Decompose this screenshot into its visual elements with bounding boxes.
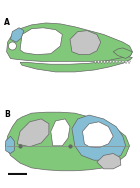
Polygon shape bbox=[116, 61, 118, 64]
Text: B: B bbox=[4, 110, 10, 119]
Polygon shape bbox=[122, 61, 124, 64]
Polygon shape bbox=[20, 57, 132, 72]
Polygon shape bbox=[51, 119, 70, 146]
Polygon shape bbox=[113, 48, 132, 58]
Polygon shape bbox=[7, 23, 132, 61]
Polygon shape bbox=[97, 61, 100, 64]
Polygon shape bbox=[97, 153, 121, 169]
Text: A: A bbox=[4, 18, 10, 27]
Polygon shape bbox=[6, 136, 14, 153]
Circle shape bbox=[8, 42, 16, 50]
Polygon shape bbox=[70, 31, 101, 55]
Polygon shape bbox=[109, 61, 112, 64]
Polygon shape bbox=[17, 119, 49, 147]
Polygon shape bbox=[94, 61, 97, 64]
Polygon shape bbox=[72, 115, 126, 160]
Polygon shape bbox=[100, 61, 103, 64]
Polygon shape bbox=[125, 61, 127, 64]
Polygon shape bbox=[119, 61, 121, 64]
Polygon shape bbox=[6, 112, 130, 171]
Polygon shape bbox=[103, 61, 106, 64]
Polygon shape bbox=[20, 28, 62, 55]
Polygon shape bbox=[82, 122, 113, 148]
Polygon shape bbox=[128, 61, 130, 64]
Polygon shape bbox=[112, 61, 115, 64]
Polygon shape bbox=[10, 28, 24, 42]
Polygon shape bbox=[106, 61, 109, 64]
